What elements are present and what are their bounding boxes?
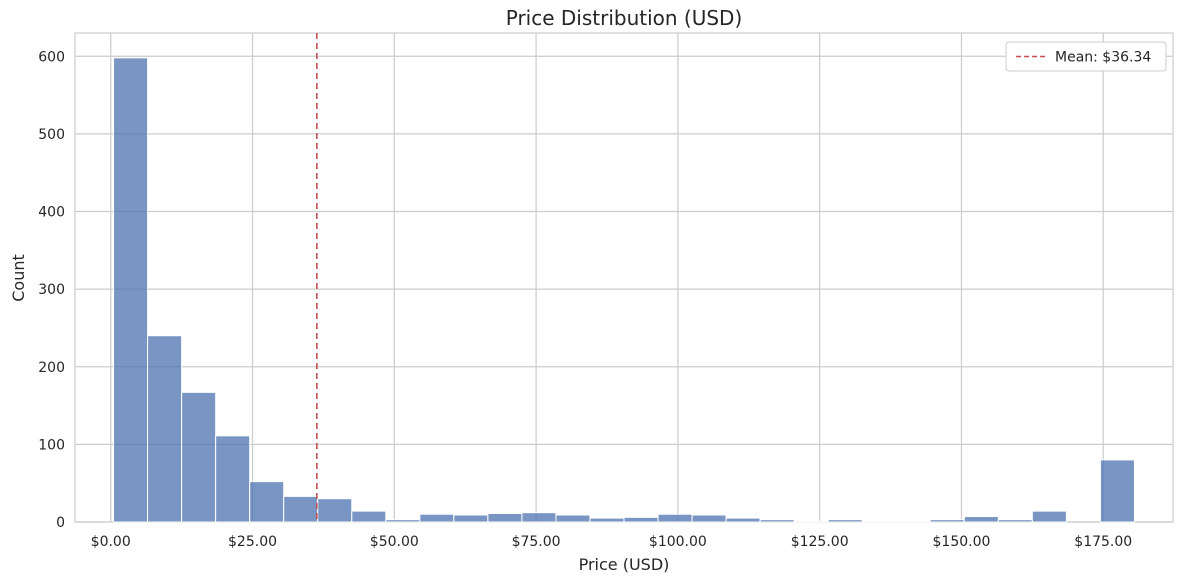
histogram-bar [895, 520, 931, 523]
histogram-bar [861, 520, 897, 523]
histogram-bar [929, 519, 965, 523]
histogram-bar [487, 512, 523, 523]
histogram-bar [113, 57, 149, 523]
plot-background [74, 32, 1174, 523]
histogram-bar [215, 435, 251, 523]
histogram-bar [385, 519, 421, 523]
x-tick-label: $100.00 [649, 534, 707, 550]
x-tick-label: $50.00 [370, 534, 419, 550]
legend-box [1005, 41, 1167, 72]
x-tick-label: $25.00 [228, 534, 277, 550]
histogram-bar [453, 514, 489, 523]
y-tick-label: 500 [38, 127, 65, 143]
histogram-bars [113, 57, 1135, 523]
histogram-bar [725, 517, 761, 523]
y-tick-label: 600 [38, 49, 65, 65]
histogram-bar [283, 495, 319, 523]
histogram-bar [997, 519, 1033, 523]
x-tick-labels: $0.00 $25.00 $50.00 $75.00 $100.00 $125.00 $15… [91, 534, 1133, 550]
y-tick-label: 400 [38, 205, 65, 221]
histogram-bar [589, 517, 625, 523]
x-tick-label: $75.00 [512, 534, 561, 550]
histogram-bar [657, 513, 693, 523]
legend: Mean: $36.34 [1005, 41, 1167, 72]
histogram-bar [827, 519, 863, 523]
x-tick-label: $175.00 [1074, 534, 1132, 550]
y-tick-labels: 0 100 200 300 400 500 600 [38, 49, 65, 531]
histogram-bar [147, 335, 183, 523]
histogram-bar [1031, 510, 1067, 523]
histogram-bar [963, 516, 999, 523]
y-axis-label: Count [9, 254, 28, 302]
histogram-bar [351, 510, 387, 523]
histogram-bar [555, 514, 591, 523]
histogram-bar [419, 513, 455, 523]
histogram-bar [1099, 459, 1135, 523]
histogram-bar [793, 520, 829, 523]
x-tick-label: $0.00 [91, 534, 131, 550]
y-tick-label: 200 [38, 360, 65, 376]
y-tick-label: 100 [38, 437, 65, 453]
histogram-bar [691, 514, 727, 523]
histogram-bar [759, 519, 795, 523]
y-tick-label: 300 [38, 282, 65, 298]
chart-title: Price Distribution (USD) [506, 6, 743, 30]
histogram-bar [317, 498, 353, 523]
x-axis-label: Price (USD) [579, 555, 670, 574]
x-tick-label: $125.00 [791, 534, 849, 550]
y-tick-label: 0 [56, 515, 65, 531]
x-tick-label: $150.00 [933, 534, 991, 550]
histogram-bar [521, 512, 557, 523]
histogram-bar [181, 391, 217, 523]
legend-mean-label: Mean: $36.34 [1055, 50, 1151, 66]
histogram-bar [249, 481, 285, 523]
histogram-bar [623, 516, 659, 523]
